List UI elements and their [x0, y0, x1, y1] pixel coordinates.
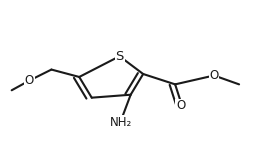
Text: NH₂: NH₂ [110, 116, 132, 129]
Text: S: S [115, 50, 124, 63]
Text: O: O [24, 74, 34, 87]
Text: O: O [176, 99, 185, 112]
Text: O: O [209, 69, 219, 82]
